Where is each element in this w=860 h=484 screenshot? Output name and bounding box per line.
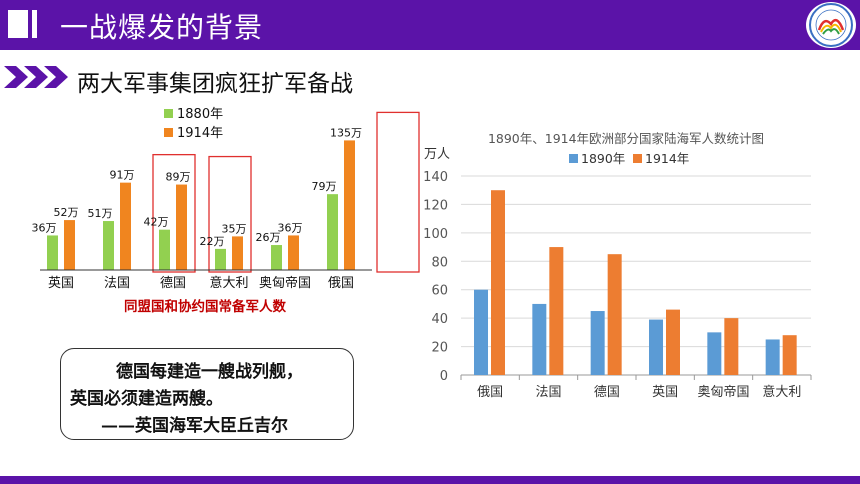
bar-英国-1914年 <box>666 309 680 375</box>
data-label-奥匈帝国-1914年: 36万 <box>278 221 303 234</box>
section-heading: 两大军事集团疯狂扩军备战 <box>77 71 353 97</box>
chart-title: 同盟国和协约国常备军人数 <box>124 298 286 315</box>
legend-swatch-1914年 <box>164 128 173 137</box>
bar-意大利-1890年 <box>765 339 780 375</box>
y-tick-140: 140 <box>423 170 448 185</box>
highlight-box-德国 <box>208 155 252 273</box>
legend-label-1890年: 1890年 <box>581 151 625 166</box>
tick-label-德国: 德国 <box>160 276 186 291</box>
legend-label-1914年: 1914年 <box>645 151 689 166</box>
tick-label-意大利: 意大利 <box>209 275 248 291</box>
data-label-德国-1914年: 89万 <box>166 171 191 184</box>
data-label-英国-1914年: 52万 <box>54 206 79 219</box>
x-tick-奥匈帝国: 奥匈帝国 <box>697 384 749 400</box>
bar-德国-1890年 <box>590 311 605 375</box>
chevron-arrows-icon <box>4 64 74 94</box>
bar-德国-1880年 <box>159 229 170 270</box>
y-tick-80: 80 <box>431 255 448 270</box>
legend-label-1914年: 1914年 <box>177 126 223 141</box>
churchill-quote-box: 德国每建造一艘战列舰， 英国必须建造两艘。 ——英国海军大臣丘吉尔 <box>60 348 354 440</box>
bar-法国-1880年 <box>103 221 114 270</box>
y-tick-40: 40 <box>431 312 448 327</box>
data-label-德国-1880年: 42万 <box>144 216 169 229</box>
bar-奥匈帝国-1890年 <box>707 332 722 375</box>
data-label-俄国-1914年: 135万 <box>330 126 362 139</box>
highlight-box-俄国 <box>376 111 420 273</box>
data-label-俄国-1880年: 79万 <box>312 180 337 193</box>
bar-法国-1914年 <box>120 182 131 270</box>
bar-俄国-1880年 <box>327 194 338 270</box>
page-title: 一战爆发的背景 <box>60 11 264 44</box>
header-stripe-icon <box>32 10 37 38</box>
y-axis-label: 万人 <box>424 147 450 162</box>
legend-swatch-1914年 <box>633 154 642 163</box>
bar-意大利-1914年 <box>232 236 243 270</box>
x-tick-法国: 法国 <box>535 385 561 400</box>
legend-swatch-1890年 <box>569 154 578 163</box>
x-tick-英国: 英国 <box>652 385 678 400</box>
data-label-法国-1880年: 51万 <box>88 207 113 220</box>
quote-line-2: 英国必须建造两艘。 <box>70 389 223 409</box>
bar-德国-1914年 <box>607 254 622 375</box>
data-label-意大利-1880年: 22万 <box>200 235 225 248</box>
y-tick-100: 100 <box>423 227 448 242</box>
quote-attribution: ——英国海军大臣丘吉尔 <box>101 416 288 436</box>
y-tick-120: 120 <box>423 198 448 213</box>
quote-line-1: 德国每建造一艘战列舰， <box>116 362 303 382</box>
bar-俄国-1890年 <box>474 289 488 375</box>
bar-奥匈帝国-1880年 <box>271 245 282 270</box>
bar-英国-1880年 <box>47 235 58 270</box>
bar-俄国-1914年 <box>491 190 505 375</box>
data-label-法国-1914年: 91万 <box>110 169 135 182</box>
data-label-意大利-1914年: 35万 <box>222 222 247 235</box>
footer-bar <box>0 476 860 484</box>
x-tick-俄国: 俄国 <box>477 385 503 400</box>
x-tick-德国: 德国 <box>594 385 620 400</box>
bar-俄国-1914年 <box>344 140 355 270</box>
header-bar: 一战爆发的背景 <box>0 0 860 50</box>
tick-label-奥匈帝国: 奥匈帝国 <box>259 275 311 291</box>
bar-意大利-1880年 <box>215 248 226 270</box>
x-tick-意大利: 意大利 <box>762 384 801 400</box>
bar-德国-1914年 <box>176 184 187 270</box>
bar-奥匈帝国-1914年 <box>724 318 739 375</box>
chart-title: 1890年、1914年欧洲部分国家陆海军人数统计图 <box>488 131 764 146</box>
legend-swatch-1880年 <box>164 109 173 118</box>
bar-意大利-1914年 <box>782 335 797 375</box>
bar-法国-1890年 <box>532 303 547 375</box>
bar-奥匈帝国-1914年 <box>288 235 299 270</box>
bar-英国-1914年 <box>64 220 75 270</box>
highlight-box-法国 <box>152 153 196 273</box>
bar-法国-1914年 <box>549 247 564 375</box>
data-label-英国-1880年: 36万 <box>32 221 57 234</box>
y-tick-0: 0 <box>440 369 448 384</box>
legend-label-1880年: 1880年 <box>177 107 223 122</box>
tick-label-英国: 英国 <box>48 276 74 291</box>
y-tick-60: 60 <box>431 284 448 299</box>
y-tick-20: 20 <box>431 341 448 356</box>
school-logo-icon <box>806 2 856 48</box>
tick-label-法国: 法国 <box>104 276 130 291</box>
bar-英国-1890年 <box>649 319 663 375</box>
data-label-奥匈帝国-1880年: 26万 <box>256 231 281 244</box>
header-square-icon <box>8 10 28 38</box>
tick-label-俄国: 俄国 <box>328 276 354 291</box>
